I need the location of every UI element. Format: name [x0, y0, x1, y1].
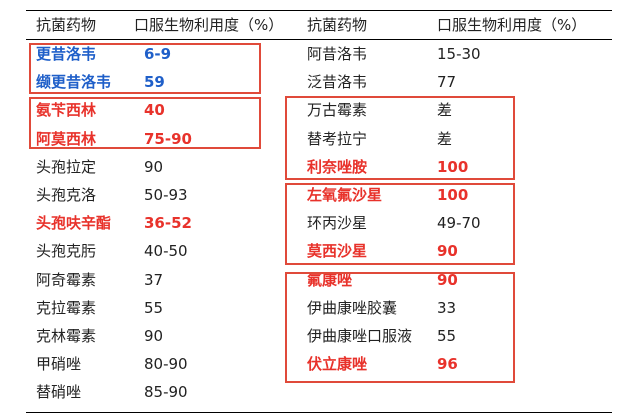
drug-name: 缬更昔洛韦 [36, 73, 112, 92]
highlight-box-glycopeptides [285, 96, 515, 180]
drug-name: 利奈唑胺 [307, 157, 368, 176]
bioavailability-value: 40-50 [144, 242, 188, 261]
drug-name: 头孢克肟 [36, 242, 97, 261]
header-drug-right: 抗菌药物 [307, 16, 368, 34]
bioavailability-value: 33 [437, 298, 457, 317]
drug-name: 克拉霉素 [36, 298, 97, 317]
bioavailability-value: 100 [437, 157, 469, 176]
table-header-rule [26, 39, 612, 40]
drug-name: 阿奇霉素 [36, 270, 97, 289]
drug-name: 头孢克洛 [36, 186, 97, 204]
drug-name: 环丙沙星 [307, 214, 368, 233]
drug-name: 氨苄西林 [36, 101, 97, 120]
bioavailability-value: 6-9 [144, 45, 172, 63]
bioavailability-value: 55 [144, 298, 164, 317]
bioavailability-value: 80-90 [144, 355, 188, 374]
header-drug-left: 抗菌药物 [36, 16, 97, 34]
bioavailability-value: 90 [437, 270, 458, 289]
drug-name: 伏立康唑 [307, 355, 368, 374]
bioavailability-value: 100 [437, 186, 469, 204]
bioavailability-value: 15-30 [437, 45, 481, 63]
bioavailability-value: 59 [144, 73, 165, 92]
header-bio-right: 口服生物利用度（%） [437, 16, 587, 34]
bioavailability-value: 50-93 [144, 186, 188, 204]
drug-name: 头孢拉定 [36, 157, 97, 176]
bioavailability-value: 85-90 [144, 383, 188, 402]
bioavailability-value: 40 [144, 101, 165, 120]
drug-name: 左氧氟沙星 [307, 186, 383, 204]
bioavailability-value: 49-70 [437, 214, 481, 233]
drug-name: 伊曲康唑口服液 [307, 327, 413, 345]
drug-name: 氟康唑 [307, 270, 353, 289]
bioavailability-value: 90 [437, 242, 458, 261]
bioavailability-value: 36-52 [144, 214, 192, 233]
highlight-box-penicillins [29, 97, 261, 149]
drug-name: 伊曲康唑胶囊 [307, 298, 398, 317]
bioavailability-value: 差 [437, 101, 453, 120]
drug-name: 替硝唑 [36, 383, 82, 402]
bioavailability-value: 差 [437, 129, 453, 148]
highlight-box-ganciclovir [29, 43, 261, 94]
bioavailability-value: 96 [437, 355, 458, 374]
bioavailability-value: 37 [144, 270, 164, 289]
drug-name: 阿莫西林 [36, 129, 97, 148]
highlight-box-azoles [285, 272, 515, 383]
drug-name: 头孢呋辛酯 [36, 214, 112, 233]
bioavailability-value: 55 [437, 327, 457, 345]
highlight-box-quinolones [285, 183, 515, 265]
drug-name: 泛昔洛韦 [307, 73, 368, 92]
bioavailability-value: 77 [437, 73, 457, 92]
table-top-rule [26, 10, 612, 11]
drug-name: 莫西沙星 [307, 242, 368, 261]
drug-name: 替考拉宁 [307, 129, 368, 148]
bioavailability-value: 90 [144, 327, 164, 345]
drug-name: 克林霉素 [36, 327, 97, 345]
drug-name: 甲硝唑 [36, 355, 82, 374]
table-bottom-rule [26, 412, 612, 413]
drug-name: 阿昔洛韦 [307, 45, 368, 63]
drug-name: 更昔洛韦 [36, 45, 97, 63]
drug-name: 万古霉素 [307, 101, 368, 120]
header-bio-left: 口服生物利用度（%） [134, 16, 284, 34]
bioavailability-value: 90 [144, 157, 164, 176]
bioavailability-value: 75-90 [144, 129, 192, 148]
